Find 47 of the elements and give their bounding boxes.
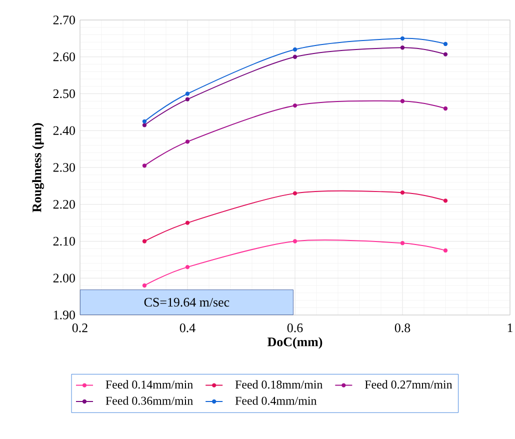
x-tick-label: 0.6 — [287, 324, 303, 332]
point — [292, 191, 298, 196]
point — [142, 164, 147, 168]
legend-label: Feed 0.18mm/min — [235, 380, 323, 389]
point — [443, 42, 448, 46]
x-axis-title: DoC(mm) — [268, 337, 322, 349]
y-tick-label: 2.20 — [53, 200, 75, 209]
point — [142, 123, 147, 128]
point — [292, 54, 298, 59]
point — [185, 97, 190, 102]
point — [400, 36, 405, 41]
point — [292, 47, 298, 52]
x-tick-label: 0.8 — [394, 324, 410, 332]
point — [142, 239, 147, 244]
annotation: CS=19.64 m/sec — [144, 298, 230, 307]
point — [185, 92, 190, 96]
point — [443, 198, 448, 203]
legend-label: Feed 0.36mm/min — [106, 396, 193, 405]
y-tick-label: 2.40 — [53, 126, 75, 136]
point — [185, 220, 190, 225]
y-tick-label: 2.00 — [53, 274, 75, 283]
y-tick-label: 1.90 — [54, 310, 75, 320]
point — [400, 241, 405, 246]
point — [443, 52, 448, 56]
point — [292, 103, 298, 108]
point — [400, 46, 405, 50]
point — [185, 140, 190, 144]
y-tick-label: 2.30 — [53, 163, 75, 172]
y-tick-label: 2.60 — [53, 52, 75, 62]
legend-label: Feed 0.27mm/min — [364, 380, 452, 389]
y-axis-title: Roughness (µm) — [32, 123, 44, 212]
point — [400, 99, 405, 104]
point — [443, 248, 448, 253]
x-tick-label: 1 — [508, 324, 512, 332]
legend-label: Feed 0.14mm/min — [106, 380, 193, 389]
point — [185, 264, 190, 270]
point — [142, 283, 147, 288]
legend-label: Feed 0.4mm/min — [235, 396, 317, 405]
y-tick-label: 2.50 — [53, 89, 75, 98]
point — [142, 119, 147, 124]
point — [292, 239, 298, 244]
x-tick-label: 0.4 — [180, 324, 196, 332]
point — [400, 190, 405, 195]
y-tick-label: 2.10 — [53, 236, 75, 246]
point — [443, 106, 448, 111]
x-tick-label: 0.2 — [72, 324, 88, 332]
y-tick-label: 2.70 — [53, 16, 75, 24]
